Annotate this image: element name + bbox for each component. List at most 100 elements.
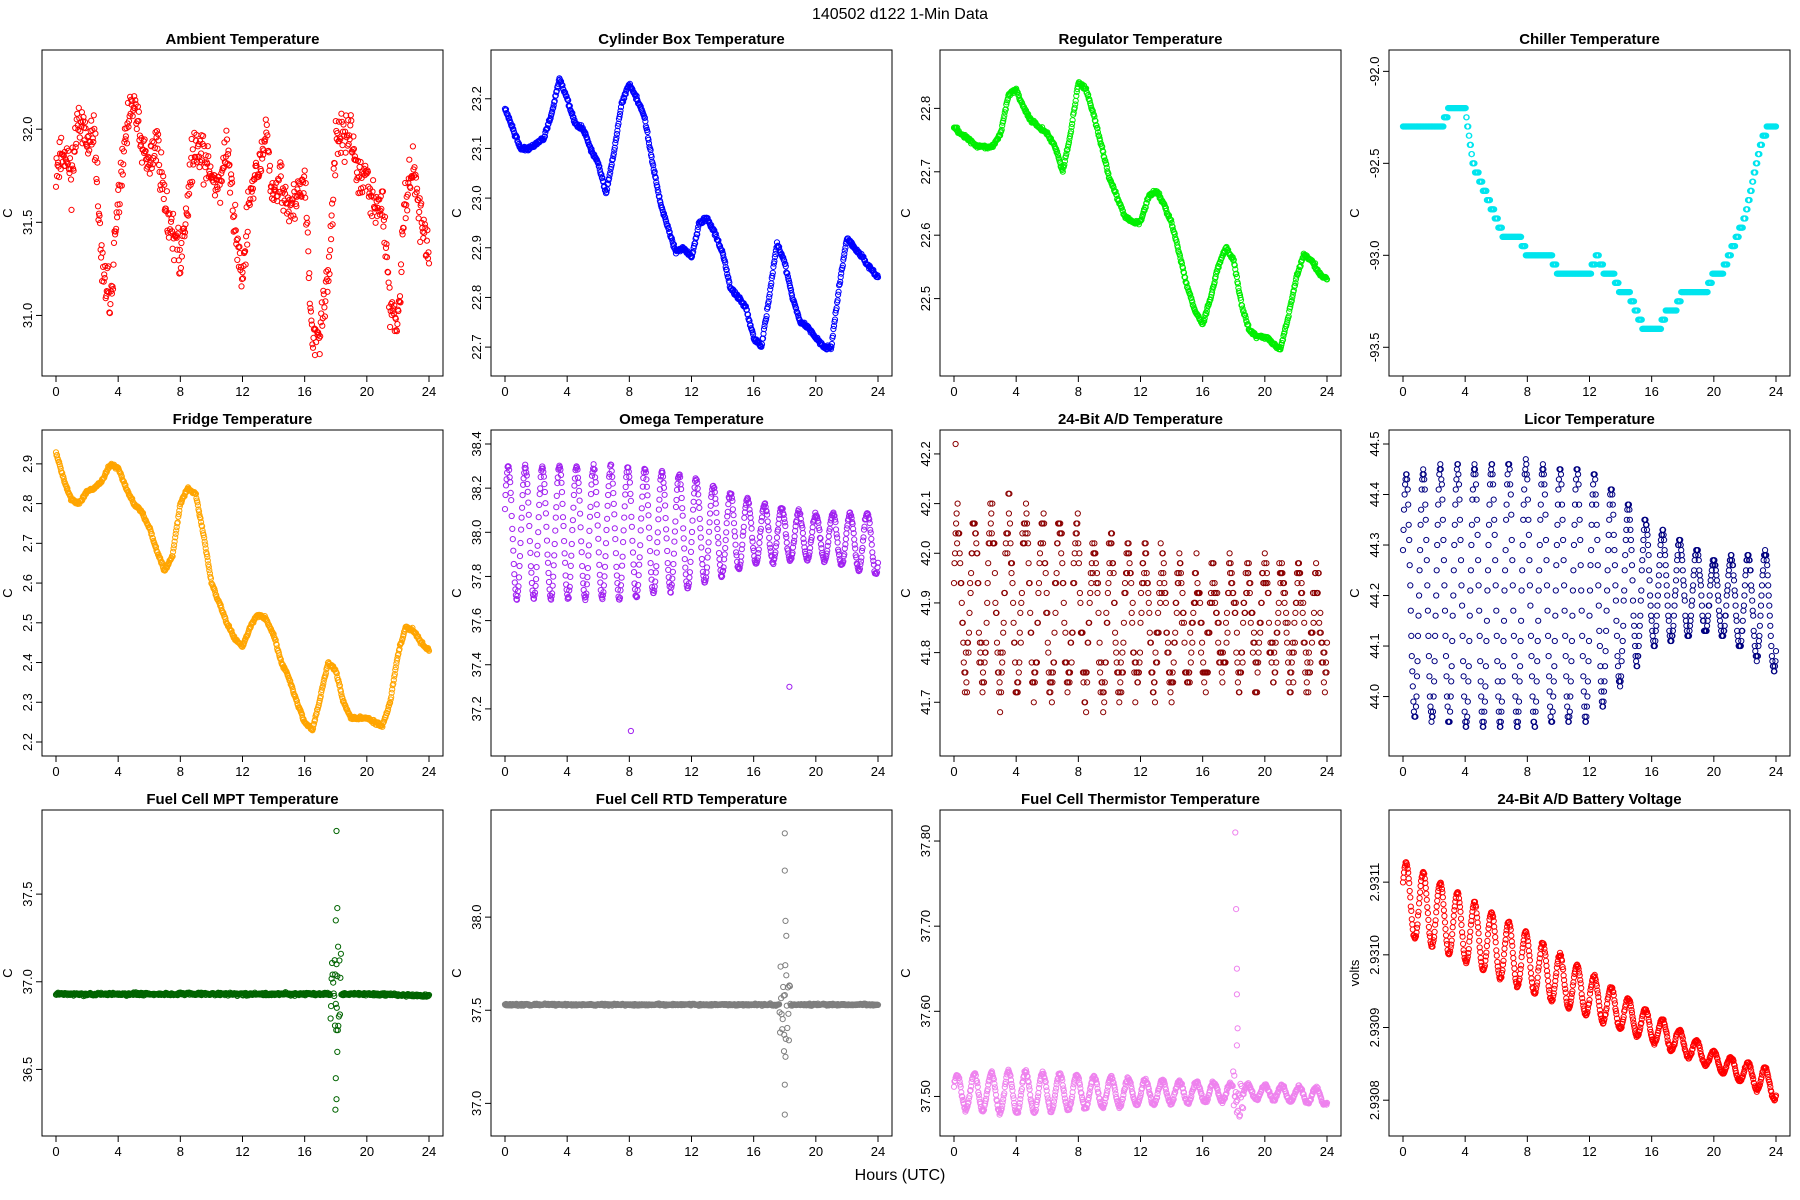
data-point [610, 150, 617, 157]
data-point [671, 538, 678, 545]
data-point [672, 518, 679, 525]
x-tick-label: 12 [235, 384, 249, 399]
data-point [414, 185, 421, 192]
data-point [239, 275, 247, 282]
data-point [1121, 580, 1129, 587]
x-tick-label: 12 [684, 384, 698, 399]
data-point [586, 513, 594, 520]
data-point [687, 548, 695, 556]
data-point [1117, 679, 1124, 686]
data-point [723, 266, 730, 274]
data-point [230, 214, 237, 221]
data-point [640, 474, 647, 482]
data-point [576, 487, 583, 494]
data-point [1200, 659, 1207, 666]
data-point [340, 121, 347, 128]
data-point [644, 128, 651, 136]
data-point [1193, 550, 1200, 557]
data-point [951, 560, 958, 567]
data-point [178, 239, 185, 247]
data-point [654, 187, 661, 194]
data-point [561, 550, 568, 557]
data-point [109, 283, 116, 290]
data-point [536, 501, 543, 508]
data-point [190, 158, 197, 165]
data-point [186, 190, 193, 197]
data-point [162, 205, 169, 212]
data-point [647, 548, 654, 555]
data-point [552, 514, 559, 521]
data-point [543, 523, 550, 530]
data-point [678, 494, 685, 502]
data-point [507, 489, 514, 496]
data-point [1168, 699, 1175, 706]
data-point [688, 539, 695, 546]
data-point [761, 323, 768, 330]
data-point [93, 179, 101, 186]
data-point [242, 261, 249, 268]
data-point [769, 269, 776, 276]
data-point [610, 500, 617, 507]
data-point [642, 118, 649, 125]
data-point [196, 164, 203, 171]
data-point [328, 236, 335, 243]
series-points [52, 449, 433, 734]
data-point [730, 520, 738, 527]
data-point [175, 257, 182, 264]
data-point [223, 127, 230, 134]
y-axis-label: C [898, 588, 913, 597]
x-tick-label: 20 [1707, 384, 1721, 399]
data-point [1042, 570, 1049, 577]
x-tick-label: 8 [626, 764, 633, 779]
data-point [587, 491, 595, 498]
data-point [81, 119, 89, 126]
data-point [1062, 629, 1069, 636]
data-point [843, 530, 850, 537]
data-point [173, 232, 180, 239]
x-tick-label: 4 [564, 384, 571, 399]
data-point [551, 540, 558, 548]
data-point [66, 155, 74, 162]
data-point [1023, 510, 1030, 517]
data-point [767, 286, 774, 293]
data-point [577, 510, 584, 517]
data-point [197, 158, 204, 166]
data-point [1043, 589, 1050, 597]
data-point [1105, 580, 1112, 587]
data-point [690, 498, 697, 505]
data-point [722, 537, 729, 544]
data-point [518, 526, 525, 533]
y-axis-label: C [449, 208, 464, 217]
x-tick-label: 12 [684, 764, 698, 779]
data-point [421, 221, 428, 228]
data-point [780, 254, 787, 261]
data-point [647, 560, 654, 567]
data-point [425, 260, 433, 267]
data-point [120, 161, 127, 168]
data-point [1100, 709, 1107, 716]
data-point [258, 167, 265, 175]
data-point [622, 483, 629, 491]
data-point [1173, 609, 1180, 617]
data-point [707, 510, 714, 517]
data-point [644, 492, 651, 499]
y-tick-label: 23.0 [469, 185, 484, 210]
data-point [840, 254, 847, 261]
data-point [764, 304, 771, 311]
data-point [339, 128, 347, 135]
data-point [979, 669, 987, 676]
data-point [628, 523, 636, 530]
data-point [328, 212, 335, 219]
data-point [597, 579, 604, 586]
data-point [543, 537, 551, 544]
data-point [693, 234, 700, 241]
data-point [689, 517, 696, 524]
data-point [765, 298, 772, 305]
data-point [390, 310, 397, 317]
data-point [767, 282, 774, 290]
data-point [233, 236, 240, 244]
data-point [1120, 639, 1127, 646]
data-point [773, 540, 780, 547]
data-point [181, 229, 189, 236]
